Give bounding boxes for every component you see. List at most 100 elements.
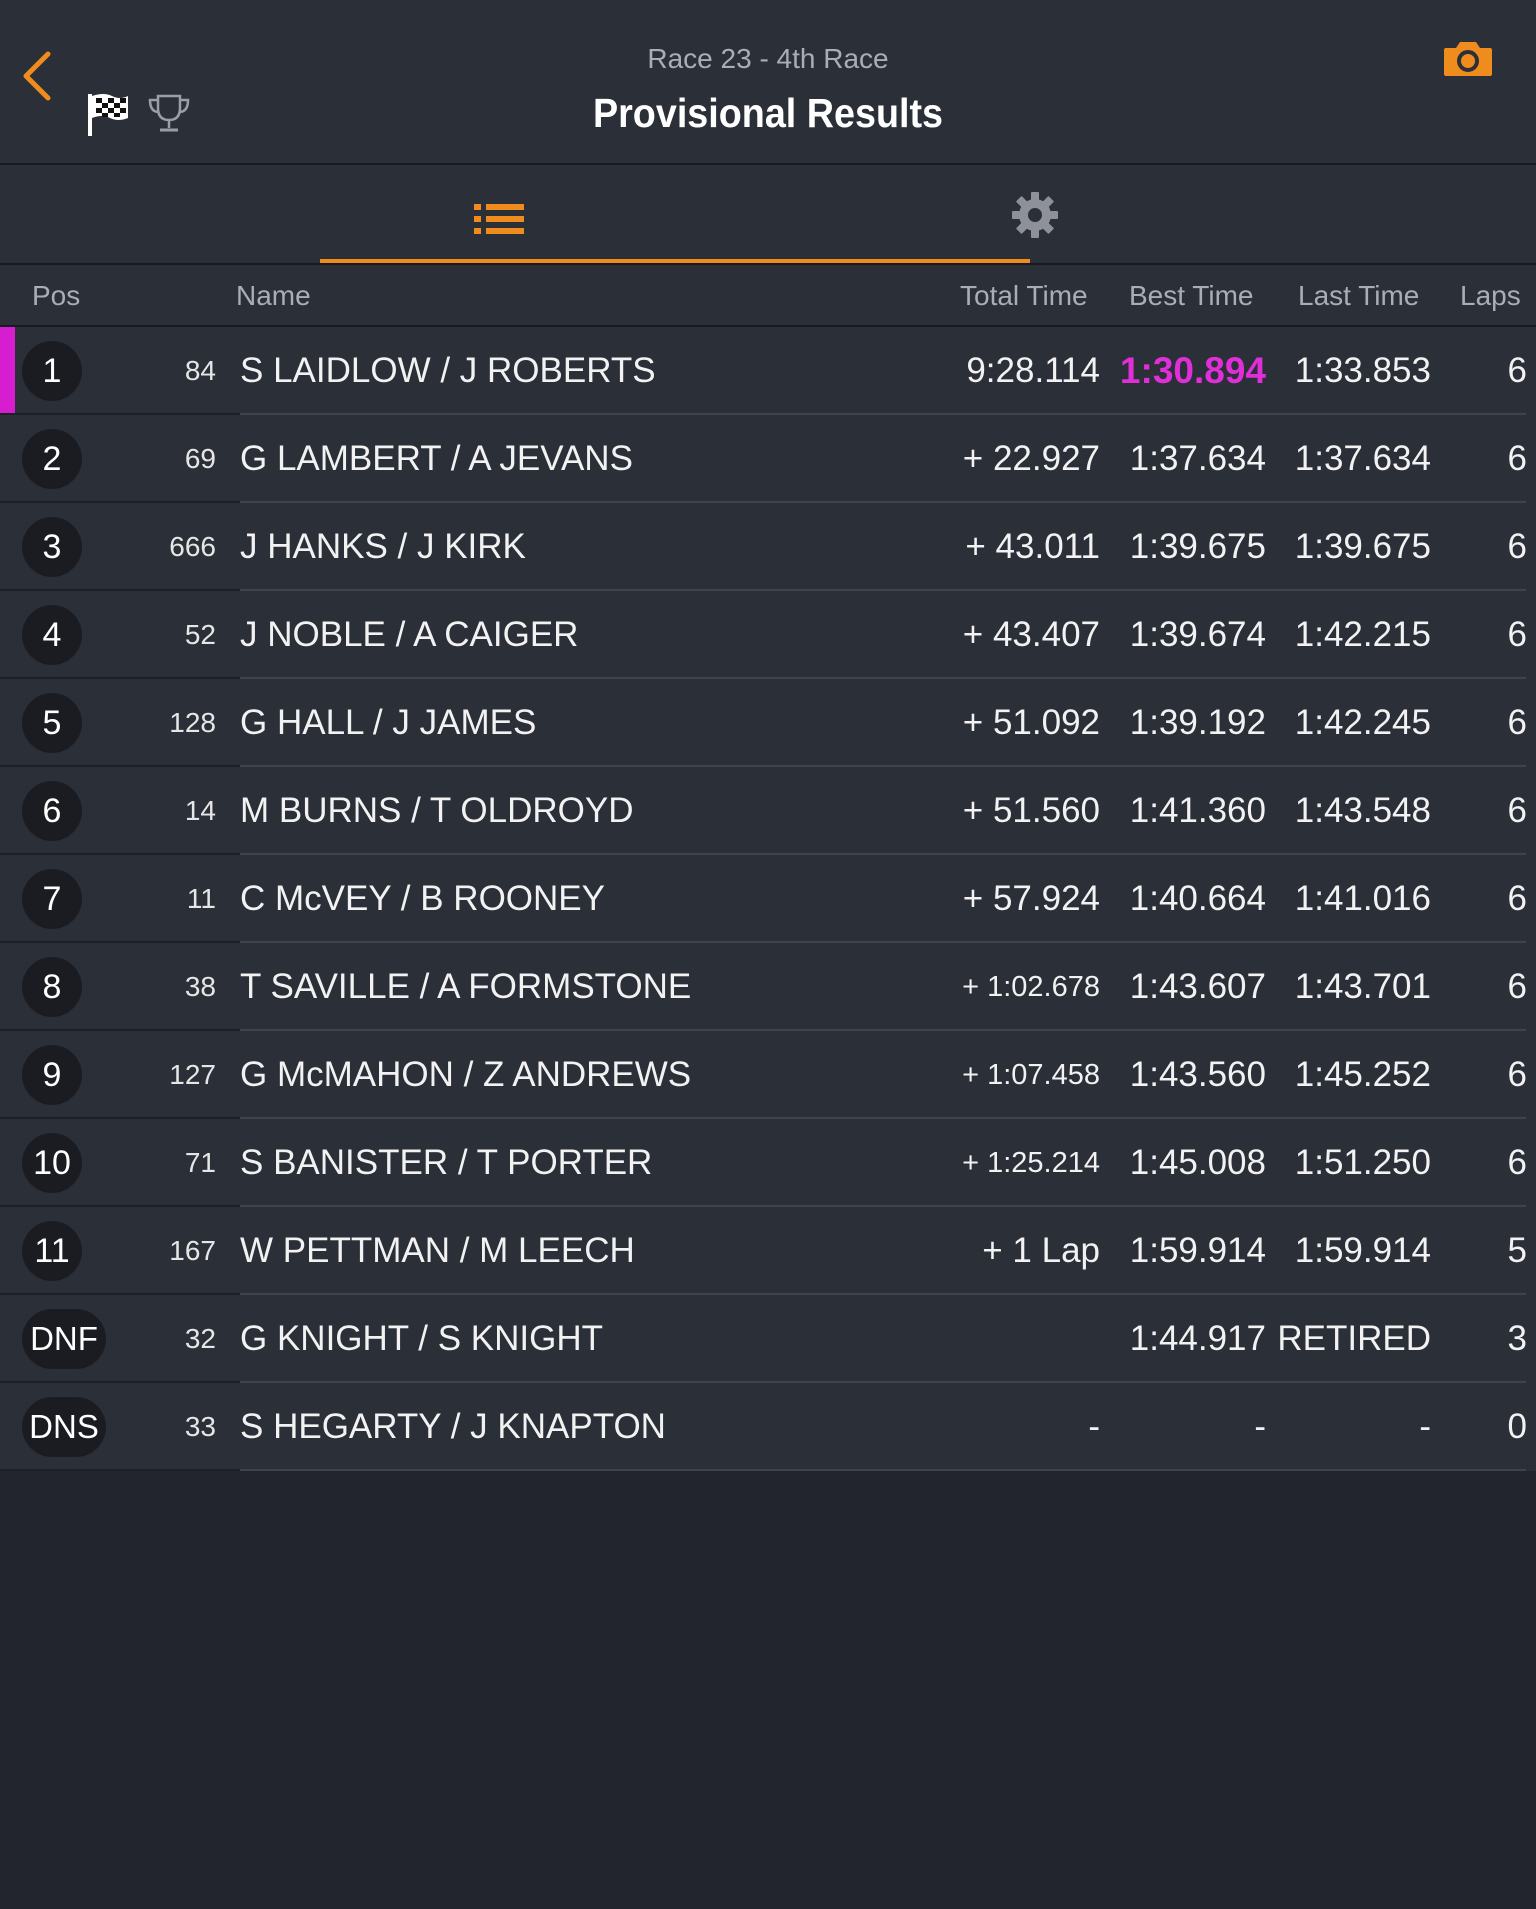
laps-count: 0 — [1507, 1407, 1527, 1446]
driver-names: S HEGARTY / J KNAPTON — [240, 1407, 666, 1446]
position-badge: 2 — [22, 429, 82, 489]
laps-count: 6 — [1507, 439, 1527, 478]
total-time: - — [1088, 1407, 1100, 1446]
row-divider — [0, 765, 240, 767]
position-badge: 11 — [22, 1221, 82, 1281]
header-bar: Race 23 - 4th Race Provisional Results — [0, 0, 1536, 165]
best-time: 1:43.560 — [1129, 1055, 1266, 1094]
last-time: - — [1419, 1407, 1431, 1446]
best-time: 1:41.360 — [1129, 791, 1266, 830]
table-row[interactable]: 4 52 J NOBLE / A CAIGER + 43.407 1:39.674 1:4… — [0, 591, 1536, 679]
position-badge: 7 — [22, 869, 82, 929]
car-number: 11 — [186, 883, 216, 914]
table-row[interactable]: 9 127 G McMAHON / Z ANDREWS + 1:07.458 1:43.… — [0, 1031, 1536, 1119]
position-badge: 4 — [22, 605, 82, 665]
driver-names: M BURNS / T OLDROYD — [240, 791, 634, 830]
best-time: 1:30.894 — [1119, 350, 1266, 391]
col-last-time[interactable]: Last Time — [1298, 280, 1420, 311]
active-tab-underline — [320, 259, 1030, 263]
table-row[interactable]: 1 84 S LAIDLOW / J ROBERTS 9:28.114 1:30.894… — [0, 327, 1536, 415]
table-row[interactable]: 8 38 T SAVILLE / A FORMSTONE + 1:02.678 1:43… — [0, 943, 1536, 1031]
best-time: 1:37.634 — [1129, 439, 1266, 478]
col-pos[interactable]: Pos — [32, 280, 81, 311]
total-time: + 51.560 — [962, 791, 1100, 830]
row-divider — [0, 1029, 240, 1031]
row-divider — [0, 1205, 240, 1207]
car-number: 33 — [184, 1411, 216, 1442]
results-list: 1 84 S LAIDLOW / J ROBERTS 9:28.114 1:30.894… — [0, 327, 1536, 1471]
table-row[interactable]: 6 14 M BURNS / T OLDROYD + 51.560 1:41.360 1:… — [0, 767, 1536, 855]
total-time: + 22.927 — [962, 439, 1100, 478]
total-time: + 43.407 — [962, 615, 1100, 654]
driver-names: G KNIGHT / S KNIGHT — [240, 1319, 604, 1358]
laps-count: 6 — [1507, 1143, 1527, 1182]
trophy-icon — [146, 92, 192, 136]
laps-count: 6 — [1507, 615, 1527, 654]
car-number: 69 — [184, 443, 216, 474]
position-badge: 9 — [22, 1045, 82, 1105]
total-time: + 51.092 — [962, 703, 1100, 742]
tab-results-list[interactable] — [320, 165, 1030, 263]
laps-count: 6 — [1507, 967, 1527, 1006]
table-row[interactable]: 11 167 W PETTMAN / M LEECH + 1 Lap 1:59.914 1… — [0, 1207, 1536, 1295]
table-row[interactable]: DNS 33 S HEGARTY / J KNAPTON - - - 0 — [0, 1383, 1536, 1471]
total-time: + 43.011 — [965, 527, 1100, 566]
driver-names: C McVEY / B ROONEY — [240, 879, 605, 918]
row-divider — [0, 853, 240, 855]
row-divider — [0, 941, 240, 943]
driver-names: G HALL / J JAMES — [240, 703, 537, 742]
last-time: 1:59.914 — [1294, 1231, 1431, 1270]
last-time: 1:43.701 — [1294, 967, 1431, 1006]
last-time: 1:51.250 — [1294, 1143, 1431, 1182]
car-number: 127 — [169, 1059, 216, 1090]
table-row[interactable]: DNF 32 G KNIGHT / S KNIGHT 1:44.917 RETIRED 3 — [0, 1295, 1536, 1383]
col-laps[interactable]: Laps — [1460, 280, 1521, 311]
back-button[interactable] — [14, 40, 64, 110]
best-time: 1:39.674 — [1129, 615, 1266, 654]
best-time: 1:44.917 — [1129, 1319, 1266, 1358]
camera-button[interactable] — [1440, 36, 1496, 86]
last-time: 1:42.215 — [1294, 615, 1431, 654]
total-time: + 1:25.214 — [962, 1147, 1100, 1179]
driver-names: W PETTMAN / M LEECH — [240, 1231, 635, 1270]
position-badge: DNS — [22, 1397, 106, 1457]
row-divider — [0, 1469, 240, 1471]
laps-count: 6 — [1507, 527, 1527, 566]
car-number: 71 — [184, 1147, 216, 1178]
driver-names: T SAVILLE / A FORMSTONE — [240, 967, 692, 1006]
laps-count: 3 — [1507, 1319, 1527, 1358]
row-divider — [0, 1293, 240, 1295]
table-row[interactable]: 3 666 J HANKS / J KIRK + 43.011 1:39.675 1:39… — [0, 503, 1536, 591]
col-best-time[interactable]: Best Time — [1129, 280, 1254, 311]
best-time: - — [1254, 1407, 1266, 1446]
position-badge: DNF — [22, 1309, 106, 1369]
row-divider — [0, 413, 240, 415]
last-time: 1:37.634 — [1294, 439, 1431, 478]
table-row[interactable]: 2 69 G LAMBERT / A JEVANS + 22.927 1:37.634 1… — [0, 415, 1536, 503]
position-badge: 8 — [22, 957, 82, 1017]
col-name[interactable]: Name — [236, 280, 311, 311]
total-time: 9:28.114 — [966, 351, 1100, 390]
position-badge: 6 — [22, 781, 82, 841]
table-row[interactable]: 5 128 G HALL / J JAMES + 51.092 1:39.192 1:42… — [0, 679, 1536, 767]
last-time: 1:42.245 — [1294, 703, 1431, 742]
table-row[interactable]: 7 11 C McVEY / B ROONEY + 57.924 1:40.664 1:4… — [0, 855, 1536, 943]
table-row[interactable]: 10 71 S BANISTER / T PORTER + 1:25.214 1:45.… — [0, 1119, 1536, 1207]
laps-count: 6 — [1507, 1055, 1527, 1094]
tab-settings[interactable] — [1010, 165, 1060, 263]
last-time: 1:33.853 — [1294, 351, 1431, 390]
laps-count: 6 — [1507, 879, 1527, 918]
col-total-time[interactable]: Total Time — [960, 280, 1088, 311]
driver-names: S LAIDLOW / J ROBERTS — [240, 351, 656, 390]
laps-count: 5 — [1507, 1231, 1527, 1270]
list-icon — [474, 204, 524, 234]
car-number: 14 — [184, 795, 216, 826]
chevron-left-icon — [23, 51, 51, 101]
laps-count: 6 — [1507, 351, 1527, 390]
total-time: + 57.924 — [962, 879, 1100, 918]
position-badge: 3 — [22, 517, 82, 577]
best-time: 1:39.192 — [1129, 703, 1266, 742]
driver-names: S BANISTER / T PORTER — [240, 1143, 653, 1182]
row-divider — [0, 1381, 240, 1383]
car-number: 167 — [169, 1235, 216, 1266]
